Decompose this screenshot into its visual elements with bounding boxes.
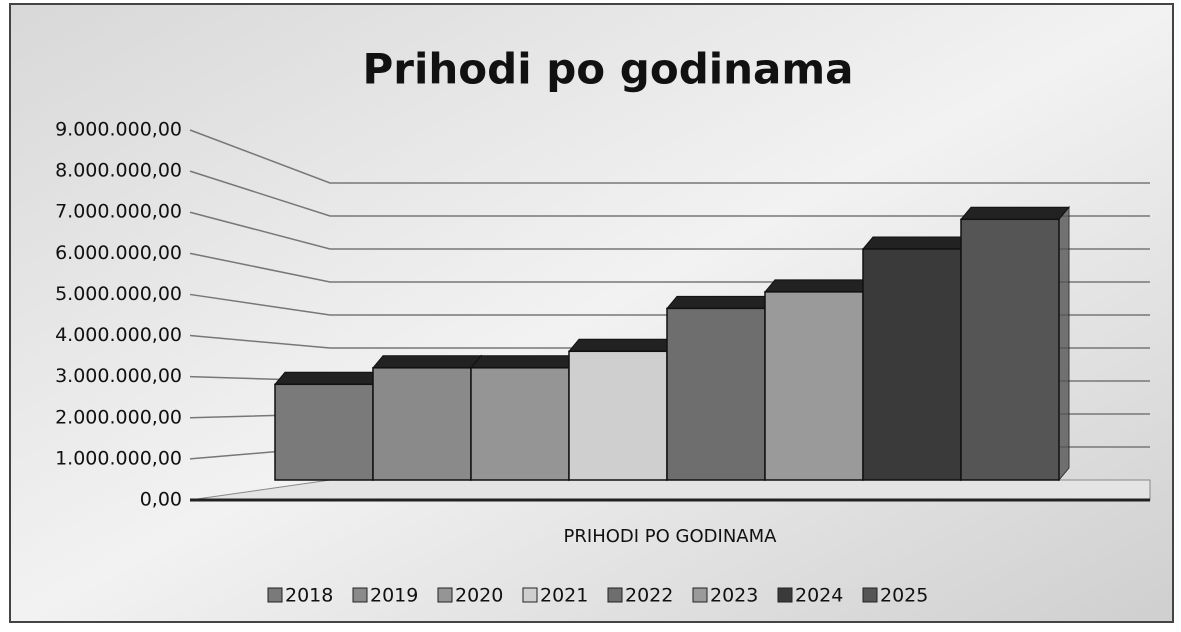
bar (960, 218, 1060, 481)
bar (666, 307, 766, 481)
x-tick-label: PRIHODI PO GODINAMA (564, 526, 778, 547)
y-tick-label: 6.000.000,00 (55, 242, 182, 264)
y-tick-label: 2.000.000,00 (55, 406, 182, 428)
bar-top (273, 371, 385, 385)
y-tick-label: 5.000.000,00 (55, 283, 182, 305)
y-tick-label: 9.000.000,00 (55, 119, 182, 141)
legend-label: 2025 (880, 585, 928, 607)
bar-top (763, 279, 875, 293)
y-tick-label: 3.000.000,00 (55, 365, 182, 387)
bar-top (371, 355, 483, 369)
bar (274, 383, 374, 481)
legend-swatch (862, 587, 878, 603)
legend-swatch (692, 587, 708, 603)
y-tick-label: 7.000.000,00 (55, 201, 182, 223)
grid-line (189, 129, 1150, 184)
bar (862, 248, 962, 481)
legend-label: 2020 (455, 585, 503, 607)
legend-swatch (777, 587, 793, 603)
bar (470, 367, 570, 481)
y-tick-label: 4.000.000,00 (55, 324, 182, 346)
legend-swatch (437, 587, 453, 603)
legend-label: 2023 (710, 585, 758, 607)
grid-line (189, 170, 1150, 217)
legend-swatch (607, 587, 623, 603)
bar-top (959, 206, 1071, 220)
legend-label: 2021 (540, 585, 588, 607)
y-tick-label: 0,00 (140, 489, 182, 511)
legend-label: 2022 (625, 585, 673, 607)
bar-top (567, 338, 679, 352)
legend-label: 2024 (795, 585, 843, 607)
legend-swatch (352, 587, 368, 603)
bar-top (469, 355, 581, 369)
legend-label: 2019 (370, 585, 418, 607)
bar-side (1058, 205, 1070, 482)
legend-label: 2018 (285, 585, 333, 607)
bar-top (861, 236, 973, 250)
bar-top (665, 295, 777, 309)
bar (568, 350, 668, 481)
chart-title: Prihodi po godinama (363, 45, 854, 94)
bar (764, 291, 864, 481)
floor (189, 479, 1151, 501)
legend-swatch (522, 587, 538, 603)
legend-swatch (267, 587, 283, 603)
y-tick-label: 1.000.000,00 (55, 447, 182, 469)
bar (372, 367, 472, 481)
y-tick-label: 8.000.000,00 (55, 160, 182, 182)
